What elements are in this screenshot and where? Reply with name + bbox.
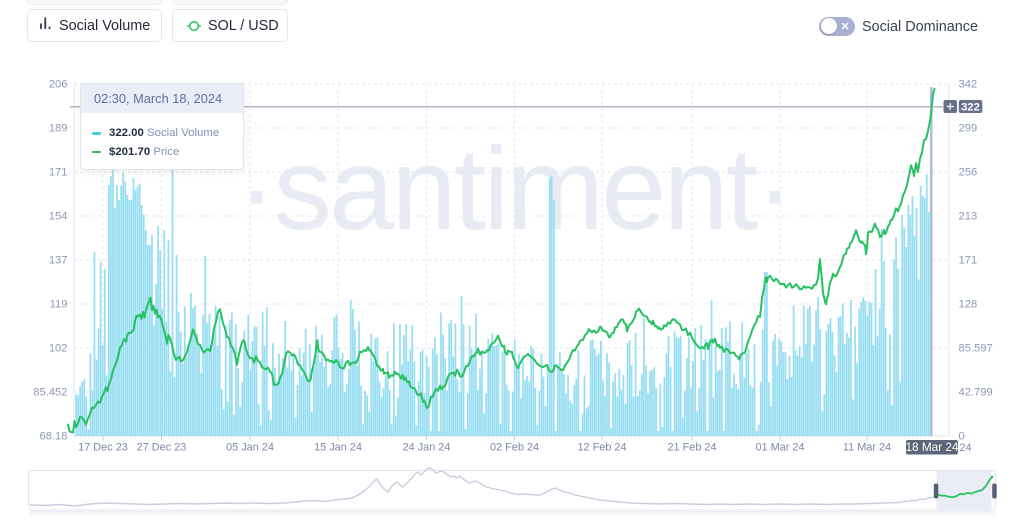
svg-text:18 Mar 24: 18 Mar 24 [905, 440, 959, 454]
svg-text:24 Jan 24: 24 Jan 24 [403, 442, 451, 454]
svg-text:154: 154 [49, 211, 68, 223]
svg-text:137: 137 [49, 255, 68, 267]
svg-text:85.452: 85.452 [33, 387, 67, 399]
svg-text:05 Jan 24: 05 Jan 24 [226, 442, 274, 454]
svg-text:42.799: 42.799 [959, 387, 993, 399]
svg-text:256: 256 [959, 167, 978, 179]
svg-text:0: 0 [959, 431, 965, 443]
svg-text:213: 213 [959, 211, 978, 223]
svg-text:342: 342 [959, 79, 978, 91]
svg-text:119: 119 [50, 299, 68, 311]
svg-text:85.597: 85.597 [959, 343, 993, 355]
svg-text:128: 128 [959, 299, 978, 311]
svg-text:171: 171 [959, 255, 978, 267]
svg-text:206: 206 [49, 79, 68, 91]
svg-text:322: 322 [961, 101, 980, 113]
svg-text:27 Dec 23: 27 Dec 23 [137, 442, 187, 454]
svg-text:68.18: 68.18 [40, 431, 68, 443]
svg-text:299: 299 [959, 123, 978, 135]
svg-text:17 Dec 23: 17 Dec 23 [78, 442, 128, 454]
svg-text:11 Mar 24: 11 Mar 24 [843, 442, 891, 454]
svg-text:102: 102 [49, 343, 68, 355]
svg-text:189: 189 [49, 123, 68, 135]
svg-text:12 Feb 24: 12 Feb 24 [577, 442, 626, 454]
svg-text:24: 24 [960, 442, 972, 454]
svg-text:·santiment·: ·santiment· [237, 123, 791, 254]
svg-text:171: 171 [49, 167, 68, 179]
svg-text:21 Feb 24: 21 Feb 24 [667, 442, 716, 454]
svg-text:01 Mar 24: 01 Mar 24 [755, 442, 804, 454]
svg-text:15 Jan 24: 15 Jan 24 [314, 442, 362, 454]
svg-text:02 Feb 24: 02 Feb 24 [490, 442, 539, 454]
